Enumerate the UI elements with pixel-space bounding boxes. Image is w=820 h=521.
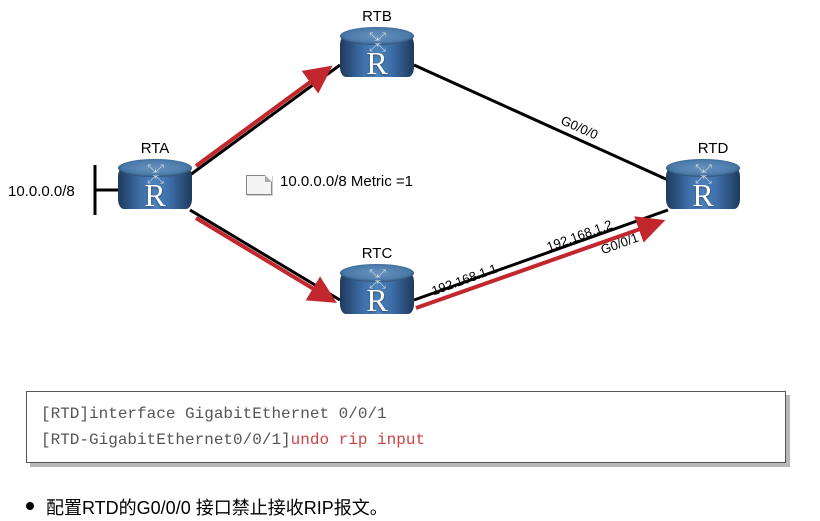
router-rta: RTA ⤡⤢⤢⤡ R [118,140,192,217]
bullet-text: 配置RTD的G0/0/0 接口禁止接收RIP报文。 [46,494,388,520]
router-rtb: RTB ⤡⤢⤢⤡ R [340,8,414,85]
arrow-ac [196,218,332,300]
router-label: RTC [340,245,414,262]
code-line-2: [RTD-GigabitEthernet0/0/1]undo rip input [41,428,771,454]
router-icon: ⤡⤢⤢⤡ R [340,27,414,85]
code-line-1: [RTD]interface GigabitEthernet 0/0/1 [41,402,771,428]
link-bd [414,65,668,180]
note-text: 10.0.0.0/8 Metric =1 [280,173,413,190]
router-icon: ⤡⤢⤢⤡ R [666,159,740,217]
arrow-ab [196,69,328,166]
router-rtc: RTC ⤡⤢⤢⤡ R [340,245,414,322]
router-icon: ⤡⤢⤢⤡ R [340,264,414,322]
router-rtd: RTD ⤡⤢⤢⤡ R [666,140,740,217]
left-network-label: 10.0.0.0/8 [8,183,75,200]
bullet-icon [26,502,34,510]
link-ac [190,210,340,300]
code-box: [RTD]interface GigabitEthernet 0/0/1 [RT… [26,391,786,463]
network-diagram: RTA ⤡⤢⤢⤡ R RTB ⤡⤢⤢⤡ R RTC ⤡⤢⤢⤡ R RTD ⤡⤢⤢… [0,0,820,380]
note-icon [246,175,272,195]
router-label: RTA [118,140,192,157]
router-icon: ⤡⤢⤢⤡ R [118,159,192,217]
code-prompt: [RTD-GigabitEthernet0/0/1] [41,431,291,449]
link-ab [190,65,340,175]
code-command: undo rip input [291,431,425,449]
router-label: RTB [340,8,414,25]
router-label: RTD [676,140,750,157]
